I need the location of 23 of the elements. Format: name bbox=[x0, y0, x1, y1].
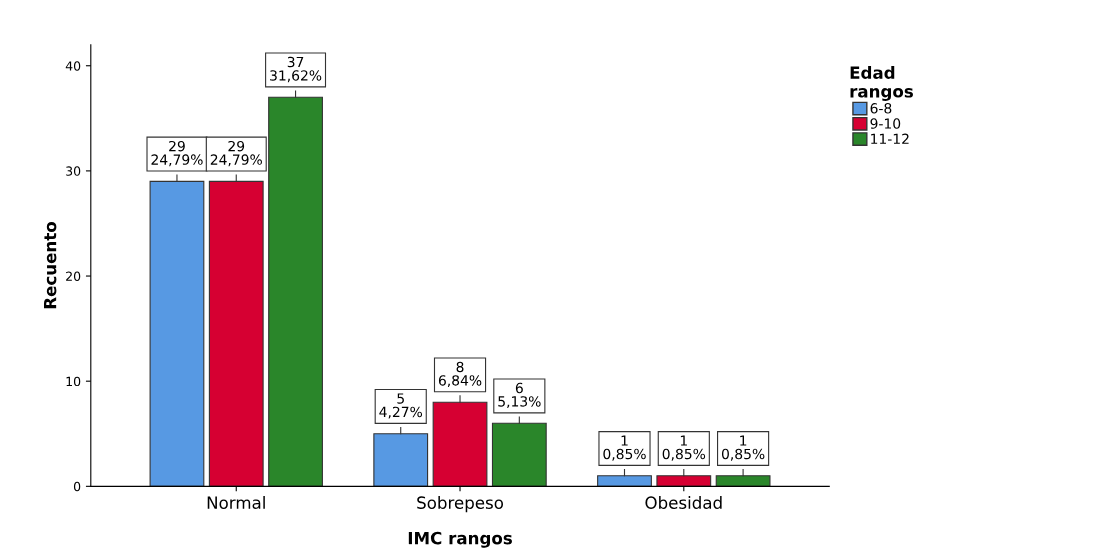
x-tick-label: Normal bbox=[207, 496, 265, 509]
x-tick-label: Obesidad bbox=[645, 496, 722, 509]
legend-label: 6-8 bbox=[870, 103, 892, 114]
y-tick-label: 40 bbox=[65, 61, 81, 71]
data-label: 1 0,85% bbox=[662, 435, 706, 461]
data-label: 1 0,85% bbox=[721, 435, 765, 461]
x-axis-title: IMC rangos bbox=[408, 531, 512, 548]
x-tick-label: Sobrepeso bbox=[417, 496, 504, 513]
data-label: 6 5,13% bbox=[498, 382, 541, 409]
data-label: 5 4,27% bbox=[379, 393, 423, 419]
y-tick-label: 20 bbox=[66, 271, 81, 281]
y-axis-title: Recuento bbox=[44, 222, 57, 309]
data-label: 37 31,62% bbox=[270, 56, 322, 83]
data-label: 8 6,84% bbox=[438, 361, 482, 388]
legend-label: 11-12 bbox=[871, 133, 909, 144]
y-tick-label: 0 bbox=[73, 481, 81, 492]
legend-label: 9-10 bbox=[870, 118, 901, 129]
y-tick-label: 10 bbox=[66, 376, 81, 387]
data-label: 29 24,79% bbox=[151, 140, 203, 167]
legend-title: Edad rangos bbox=[850, 66, 913, 101]
data-label: 29 24,79% bbox=[210, 140, 262, 167]
y-tick-label: 30 bbox=[66, 166, 81, 176]
data-label: 1 0,85% bbox=[603, 435, 646, 461]
